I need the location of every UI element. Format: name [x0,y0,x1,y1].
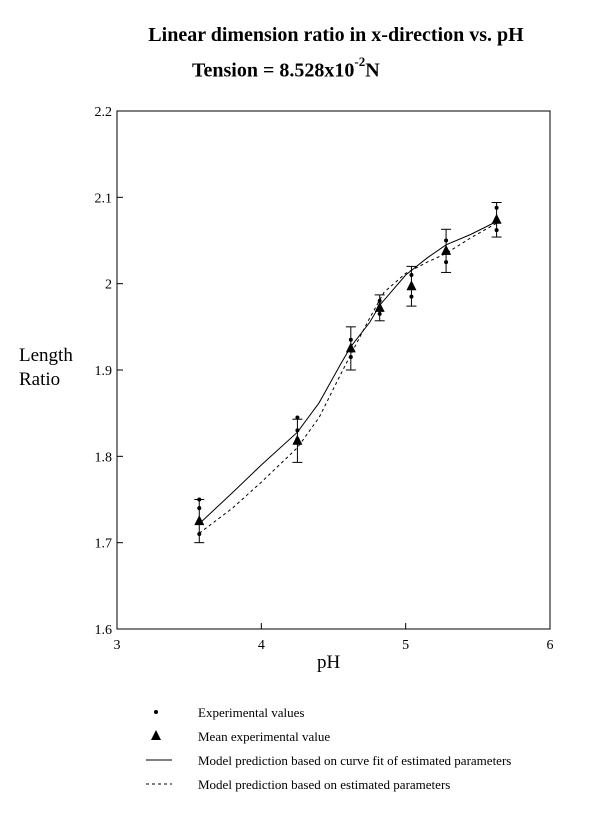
experimental-point [348,337,353,342]
mean-point [441,244,452,255]
experimental-point [348,355,353,360]
mean-point [345,342,356,353]
y-tick-label: 2.2 [95,105,113,120]
chart-title: Linear dimension ratio in x-direction vs… [148,24,524,46]
mean-point [374,301,385,312]
experimental-point [295,415,300,420]
experimental-point [409,273,414,278]
y-axis-label-line2: Ratio [19,369,61,390]
subtitle-exponent: -2 [354,54,366,69]
y-tick-label: 1.6 [95,623,113,638]
legend-label: Experimental values [198,705,305,720]
y-tick-label: 1.8 [95,450,113,465]
x-tick-label: 6 [547,638,554,653]
y-tick-label: 1.7 [95,537,113,552]
experimental-point [295,428,300,433]
experimental-point [444,260,449,265]
y-tick-label: 2.1 [95,191,113,206]
dot-marker-icon [154,710,158,714]
experimental-point [409,294,414,299]
y-axis-label-line1: Length [19,345,73,366]
mean-point [406,280,417,291]
experimental-point [494,228,499,233]
triangle-marker-icon [151,730,161,740]
x-axis-label: pH [317,652,341,673]
error-bars [194,202,502,544]
solid-line-icon [146,759,172,761]
experimental-point [197,497,202,502]
experimental-point [444,238,449,243]
mean-point [194,515,205,526]
chart-subtitle: Tension = 8.528x10-2N [192,54,380,83]
experimental-point [494,205,499,210]
curve-fit-line [198,221,497,525]
legend-label: Mean experimental value [198,729,331,744]
plot-frame [116,110,551,630]
experimental-point [377,311,382,316]
axis-ticks: 3 4 5 6 1.6 1.7 1.8 1.9 2 2.1 2.2 [95,105,554,653]
experimental-point [377,298,382,303]
mean-point [491,213,502,224]
dashed-line-icon [146,783,172,785]
model-curves [198,221,497,534]
mean-markers [194,213,502,526]
legend-label: Model prediction based on curve fit of e… [198,753,512,768]
y-tick-label: 2 [105,278,112,293]
y-tick-label: 1.9 [95,364,113,379]
subtitle-prefix: Tension = 8.528x10 [192,59,355,82]
experimental-point [197,506,202,511]
mean-point [292,434,303,445]
legend-label: Model prediction based on estimated para… [198,777,451,792]
x-tick-label: 4 [258,638,265,653]
data-points [197,205,499,537]
x-tick-label: 3 [114,638,121,653]
subtitle-unit: N [365,59,380,82]
estimated-line [198,222,497,534]
x-tick-label: 5 [402,638,409,653]
experimental-point [197,532,202,537]
